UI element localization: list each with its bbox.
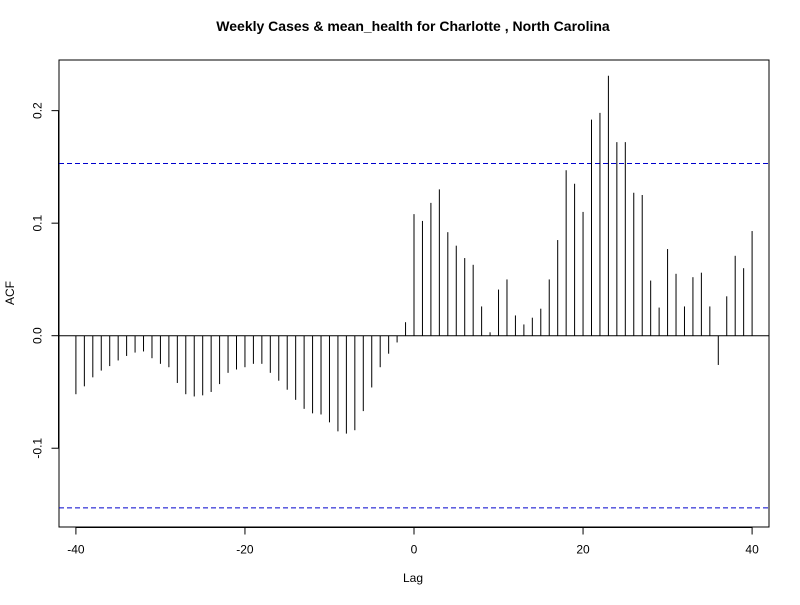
chart-title: Weekly Cases & mean_health for Charlotte… [216,18,610,34]
y-tick-label: 0.0 [31,327,45,344]
x-axis-label: Lag [403,571,423,585]
confidence-bounds [59,163,769,509]
x-tick-label: 40 [745,543,759,557]
x-axis: -40 -20 0 20 40 [67,527,759,557]
y-tick-label: 0.2 [31,102,45,119]
y-axis: -0.1 0.0 0.1 0.2 [31,102,59,459]
x-tick-label: -20 [236,543,254,557]
x-tick-label: 0 [411,543,418,557]
x-tick-label: 20 [576,543,590,557]
acf-bars [75,75,753,434]
y-tick-label: 0.1 [31,215,45,232]
y-axis-label: ACF [3,281,17,305]
x-tick-label: -40 [67,543,85,557]
y-tick-label: -0.1 [31,438,45,459]
